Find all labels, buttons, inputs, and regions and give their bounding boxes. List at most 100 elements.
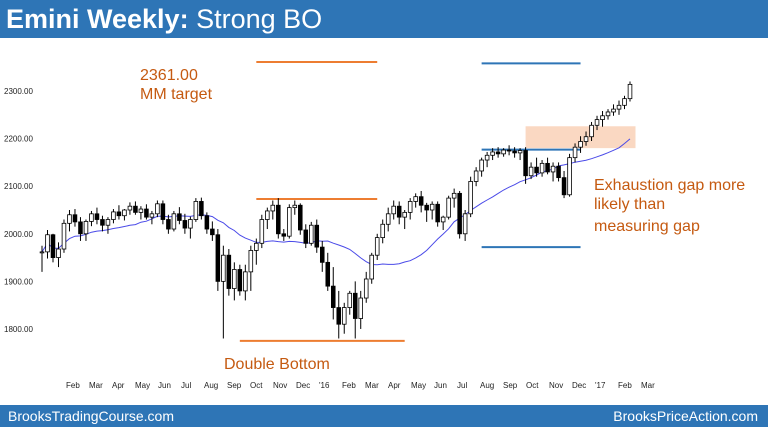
candle-body xyxy=(94,213,100,220)
candle-body xyxy=(506,149,512,152)
y-tick-label: 2100.00 xyxy=(4,182,33,191)
x-tick-label: Aug xyxy=(480,381,494,390)
x-tick-label: Mar xyxy=(89,381,103,390)
footer-left-site[interactable]: BrooksTradingCourse.com xyxy=(8,408,174,424)
candle xyxy=(177,207,182,225)
mm-target-value: 2361.00 xyxy=(140,67,198,84)
candle-body xyxy=(83,221,89,235)
candle xyxy=(561,170,567,199)
candle xyxy=(605,109,611,120)
candle-body xyxy=(50,234,56,258)
candle-body xyxy=(352,292,358,319)
candle-body xyxy=(435,203,440,223)
candle xyxy=(352,281,358,339)
candle-body xyxy=(605,111,611,117)
candle-body xyxy=(177,213,182,221)
y-axis-ticks: 1800.00 1900.00 2000.00 2100.00 2200.00 2300.… xyxy=(4,87,33,334)
candle xyxy=(166,214,171,234)
candle-body xyxy=(155,203,160,215)
candle-body xyxy=(248,250,254,273)
candle-body xyxy=(396,205,402,218)
y-tick-label: 2200.00 xyxy=(4,135,33,144)
candle xyxy=(556,162,561,182)
x-tick-label: Jul xyxy=(181,381,191,390)
candle xyxy=(144,204,149,220)
candle-body xyxy=(166,219,171,230)
candle xyxy=(594,115,600,131)
candle-body xyxy=(429,203,435,211)
y-tick-label: 2000.00 xyxy=(4,230,33,239)
candle-body xyxy=(374,237,380,256)
candle-body xyxy=(330,285,336,308)
candles-layer xyxy=(39,81,633,339)
candle xyxy=(418,190,424,213)
candle xyxy=(248,245,254,291)
candle xyxy=(78,217,83,241)
candle xyxy=(501,148,506,157)
candle xyxy=(627,81,633,102)
candle xyxy=(127,202,133,215)
candle xyxy=(94,207,100,225)
candle xyxy=(72,209,78,227)
candle xyxy=(424,202,429,222)
candle xyxy=(270,200,276,220)
candle xyxy=(545,157,550,175)
candle-body xyxy=(473,170,479,182)
candle xyxy=(611,104,616,116)
candle-body xyxy=(418,196,424,206)
x-tick-label: Mar xyxy=(365,381,379,390)
candle-body xyxy=(407,201,413,213)
candle xyxy=(479,157,484,177)
candle-body xyxy=(528,166,534,177)
candle-body xyxy=(550,165,556,173)
candle xyxy=(45,229,50,259)
candle xyxy=(237,264,243,296)
candle-body xyxy=(210,228,215,236)
candle-body xyxy=(56,248,61,258)
candle xyxy=(413,193,418,208)
candle xyxy=(523,147,528,184)
candle-body xyxy=(89,213,94,222)
candle xyxy=(298,203,303,235)
candle xyxy=(407,198,413,220)
candle-body xyxy=(413,196,418,202)
candle xyxy=(149,210,155,225)
candle xyxy=(171,210,177,232)
x-tick-label: Aug xyxy=(204,381,218,390)
candle-body xyxy=(221,254,226,282)
candle-body xyxy=(133,205,138,213)
candle xyxy=(446,195,451,220)
candle xyxy=(232,262,237,301)
candle-body xyxy=(457,192,462,235)
x-tick-label: Jun xyxy=(434,381,447,390)
candle-body xyxy=(583,136,589,142)
candle-body xyxy=(325,261,331,287)
candle-body xyxy=(232,269,237,289)
candle xyxy=(122,209,127,221)
candle xyxy=(105,217,111,234)
candle-body xyxy=(281,233,287,237)
x-tick-label: May xyxy=(135,381,150,390)
candle xyxy=(259,214,265,249)
slide-title: Emini Weekly: Strong BO xyxy=(6,3,322,35)
x-tick-label: '17 xyxy=(595,381,606,390)
candle-body xyxy=(72,214,78,223)
candle-body xyxy=(451,192,457,199)
candle xyxy=(380,219,385,244)
candle-body xyxy=(100,219,105,226)
x-tick-label: Feb xyxy=(618,381,632,390)
x-tick-label: Oct xyxy=(526,381,539,390)
candle-body xyxy=(622,98,627,106)
candle xyxy=(243,264,248,301)
candle xyxy=(221,245,226,339)
candle xyxy=(484,151,490,168)
candle xyxy=(517,148,523,161)
candle xyxy=(309,221,314,246)
candle-body xyxy=(402,211,407,218)
candle-body xyxy=(39,251,45,254)
candle xyxy=(138,206,144,220)
footer-right-site[interactable]: BrooksPriceAction.com xyxy=(613,408,758,424)
candle xyxy=(100,215,105,232)
candle-body xyxy=(314,224,320,248)
candle-body xyxy=(149,213,155,218)
